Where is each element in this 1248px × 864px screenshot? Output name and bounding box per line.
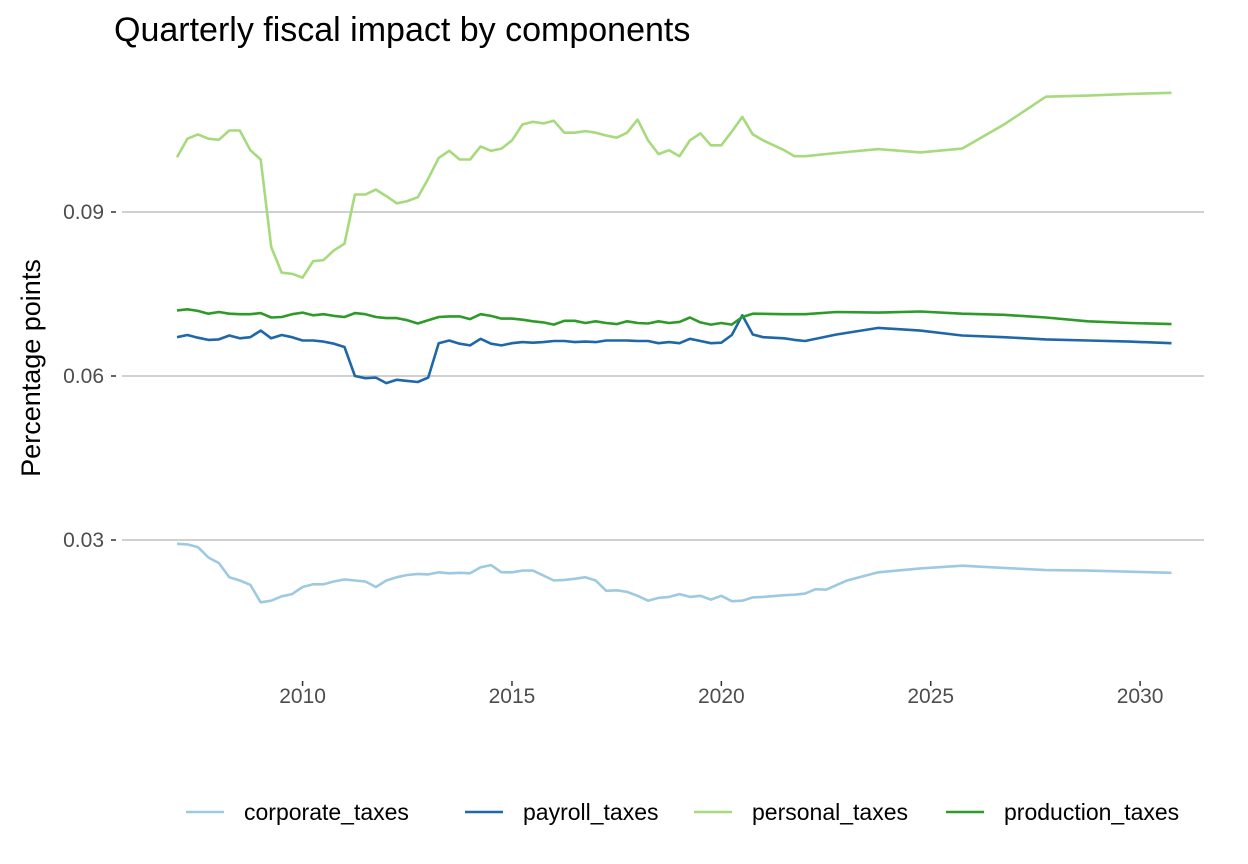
series-line-payroll-taxes xyxy=(176,314,1172,385)
x-tick-label: 2030 xyxy=(1117,685,1164,708)
x-tick-label: 2025 xyxy=(907,685,954,708)
y-tick-label: 0.06 xyxy=(63,365,104,388)
plot-area xyxy=(175,91,1172,604)
series-line-personal-taxes xyxy=(175,91,1172,279)
x-axis: 2010 2015 2020 2025 2030 xyxy=(279,681,1163,708)
legend-item-production-taxes: production_taxes xyxy=(946,799,1179,825)
legend-label: personal_taxes xyxy=(752,799,908,825)
x-tick-label: 2020 xyxy=(698,685,745,708)
y-axis-title: Percentage points xyxy=(16,259,46,477)
legend-item-payroll-taxes: payroll_taxes xyxy=(465,799,659,825)
legend-item-corporate-taxes: corporate_taxes xyxy=(186,799,409,825)
legend-label: corporate_taxes xyxy=(244,799,409,825)
x-tick-label: 2010 xyxy=(279,685,326,708)
y-axis: 0.03 0.06 0.09 xyxy=(63,201,116,552)
y-tick-label: 0.03 xyxy=(63,529,104,552)
gridlines xyxy=(122,211,1204,541)
legend-label: payroll_taxes xyxy=(523,799,659,825)
series-line-production-taxes xyxy=(176,308,1172,326)
chart-title: Quarterly fiscal impact by components xyxy=(114,11,690,49)
legend-item-personal-taxes: personal_taxes xyxy=(694,799,908,825)
x-tick-label: 2015 xyxy=(489,685,536,708)
series-line-corporate-taxes xyxy=(176,542,1172,604)
legend-label: production_taxes xyxy=(1004,799,1179,825)
legend: corporate_taxes payroll_taxes personal_tax… xyxy=(186,799,1179,825)
y-tick-label: 0.09 xyxy=(63,201,104,224)
